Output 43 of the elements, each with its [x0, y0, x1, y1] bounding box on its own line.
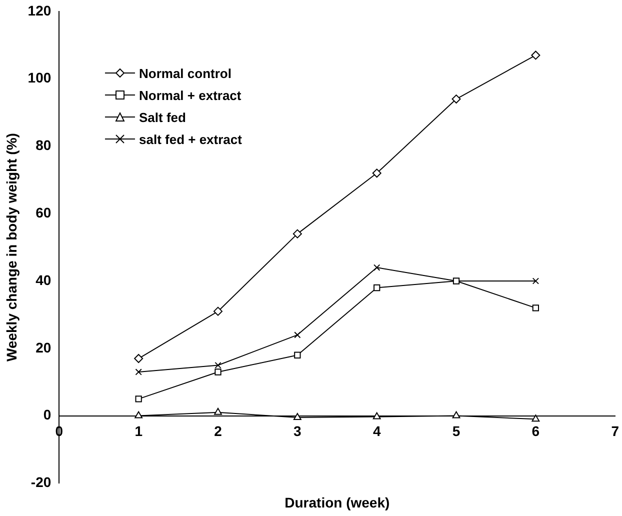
point: [532, 414, 540, 422]
legend-label: Salt fed: [139, 110, 186, 124]
point: [135, 368, 142, 376]
x-tick-label: 5: [452, 423, 460, 440]
x-tick-label: 4: [372, 423, 381, 440]
legend-label: salt fed + extract: [139, 132, 242, 146]
point: [134, 411, 143, 418]
point: [294, 352, 301, 358]
point: [452, 411, 460, 418]
point: [214, 306, 222, 316]
point: [135, 396, 142, 402]
point: [452, 94, 461, 104]
y-axis-title: Weekly change in body weight (%): [3, 133, 20, 362]
point: [134, 354, 144, 364]
x-tick-label: 2: [214, 423, 222, 440]
y-tick-label: 80: [36, 137, 52, 154]
point: [214, 362, 222, 369]
legend-label: Normal + extract: [139, 88, 242, 102]
point: [214, 368, 222, 376]
point: [531, 50, 540, 60]
point: [374, 264, 380, 271]
point: [532, 304, 540, 312]
y-tick-label: 100: [28, 70, 52, 86]
point: [294, 332, 301, 338]
x-tick-label: 6: [532, 423, 540, 440]
y-tick-label: 60: [36, 204, 52, 220]
point: [374, 284, 380, 292]
x-tick-label: 7: [611, 423, 620, 440]
point: [532, 278, 540, 284]
legend-label: Normal control: [139, 66, 232, 80]
point: [293, 412, 302, 420]
x-tick-label: 1: [134, 423, 143, 440]
x-tick-label: 3: [294, 423, 302, 440]
point: [292, 229, 302, 238]
y-tick-label: 0: [43, 406, 52, 423]
point: [372, 168, 382, 178]
y-tick-label: 40: [36, 272, 52, 288]
x-axis-title: Duration (week): [284, 494, 390, 510]
y-tick-label: 120: [28, 2, 52, 18]
point: [214, 408, 222, 415]
point: [372, 412, 381, 420]
y-tick-label: 20: [36, 339, 52, 356]
y-tick-label: -20: [30, 474, 52, 490]
